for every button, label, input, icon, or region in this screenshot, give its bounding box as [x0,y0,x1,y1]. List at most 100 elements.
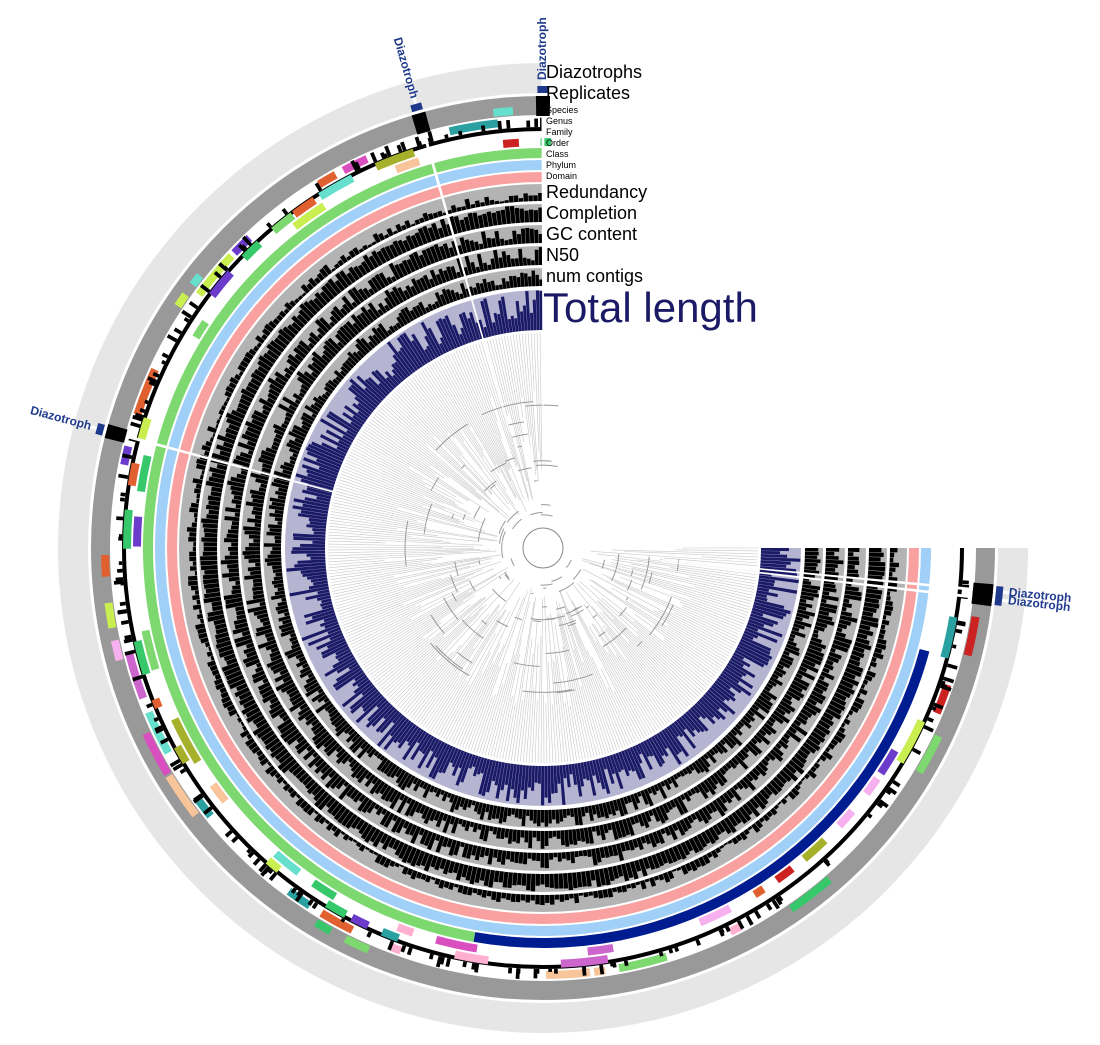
n50-bar [244,530,261,535]
completion-bar [848,658,861,667]
redundancy-bar [368,849,375,854]
total-length-bar [744,627,778,644]
n50-bar [397,287,408,302]
redundancy-bar [780,797,788,805]
tree-leaf [590,551,758,564]
category-ring [133,138,899,956]
layer-label-gc-content: GC content [546,224,637,244]
gc-content-bar [611,844,619,856]
total-length-bar [356,375,384,402]
tree-leaf [679,601,744,627]
tree-leaf [338,561,502,615]
replicate-tick [260,866,271,877]
total-length-bar [308,583,329,590]
replicate-tick [241,235,253,247]
completion-bar [278,751,292,764]
completion-bar [234,686,250,698]
gc-content-bar [294,353,304,362]
n50-bar [310,371,319,379]
total-length-bar [666,726,690,757]
gc-content-bar [361,799,373,814]
n50-bar [696,783,709,800]
tree-leaf [384,592,495,694]
redundancy-bar [885,600,893,607]
n50-bar [262,620,271,627]
tree-leaf [611,559,756,584]
num-contigs-bar [785,643,800,653]
gc-content-bar [591,848,598,866]
tree-leaf [432,363,471,427]
total-length-bar [406,725,419,743]
num-contigs-bar [267,554,282,559]
n50-bar [572,829,578,846]
tree-leaf [336,577,442,610]
num-contigs-bar [289,455,297,462]
completion-bar [865,588,883,595]
tree-branch [512,518,522,530]
total-length-bar [522,305,528,331]
completion-bar [278,328,293,343]
category-block [165,773,199,818]
redundancy-bar [876,638,887,645]
tree-leaf [552,659,563,763]
redundancy-bar [758,816,765,823]
redundancy-bar [869,661,877,668]
num-contigs-bar [737,720,745,728]
redundancy-bar [420,873,427,881]
tree-leaf [334,565,471,601]
gc-content-bar [808,693,824,705]
gc-content-bar [287,353,302,366]
completion-bar [221,661,240,672]
n50-bar [825,548,840,552]
total-length-bar [350,384,378,408]
completion-bar [799,745,811,756]
completion-bar [810,730,826,743]
completion-bar [868,548,882,553]
completion-bar [205,587,220,594]
tree-leaf [357,438,457,498]
tree-leaf [335,490,398,509]
gc-content-bar [831,643,849,653]
tree-leaf [611,562,754,593]
num-contigs-bar [650,785,658,796]
tree-leaf [345,579,470,635]
n50-bar [822,590,830,596]
num-contigs-bar [270,550,282,555]
total-length-bar [514,318,519,332]
num-contigs-bar [795,616,803,622]
gc-content-bar [233,495,243,501]
n50-bar [655,806,666,824]
tree-branch [489,484,496,490]
completion-bar [813,727,827,738]
num-contigs-bar [747,709,755,717]
gc-content-bar [381,808,388,816]
redundancy-bar [287,786,295,794]
completion-bar [851,650,865,659]
tree-root [522,527,564,569]
gc-content-bar [480,231,488,249]
completion-bar [700,831,711,845]
replicate-tick [172,762,183,772]
redundancy-bar [198,609,203,614]
gc-content-bar [664,826,672,836]
completion-bar [447,860,456,874]
tree-branch [451,514,454,520]
gc-content-bar [235,580,241,586]
completion-bar [368,255,379,269]
n50-bar [321,354,331,364]
completion-bar [270,744,286,758]
completion-bar [507,872,513,889]
total-length-bar [310,577,328,583]
tree-leaf [487,654,516,756]
num-contigs-bar [339,370,347,377]
tree-branch [572,569,582,580]
total-length-bar [335,646,350,656]
redundancy-bar [198,632,208,639]
completion-bar [528,209,534,223]
tree-leaf [339,479,460,521]
redundancy-bar [833,734,843,744]
completion-bar [514,207,520,224]
tree-leaf [385,400,491,499]
total-length-bar [350,421,362,430]
